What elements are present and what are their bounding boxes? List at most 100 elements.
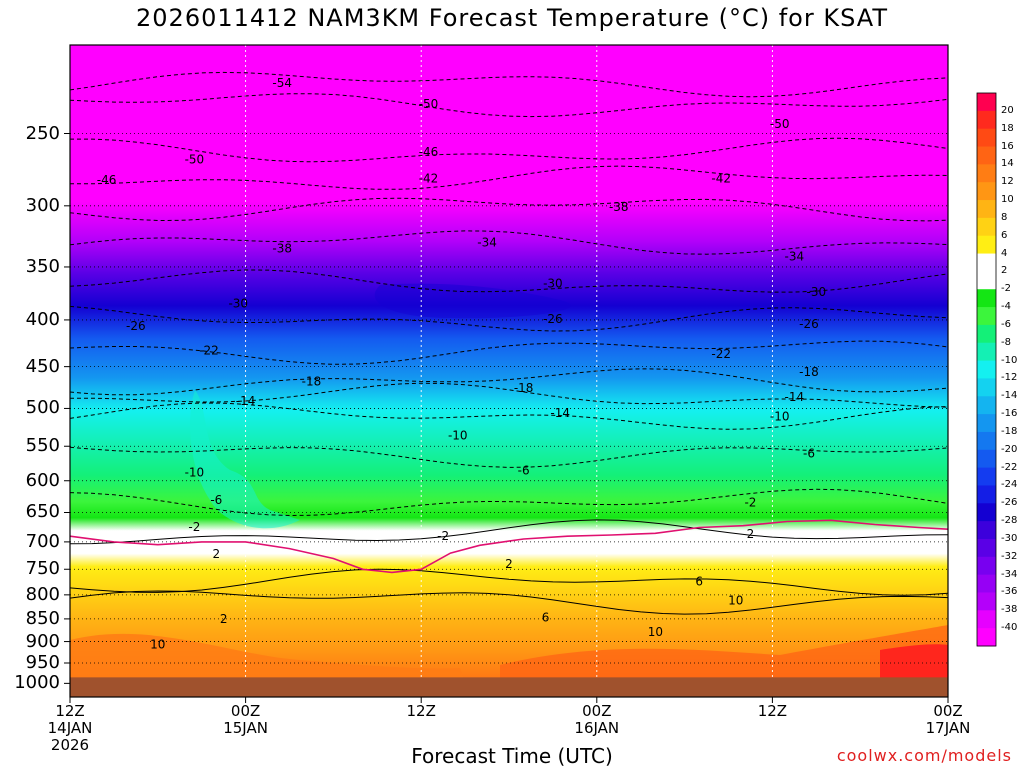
contour-label: -30 <box>543 277 563 291</box>
x-tick-label: 12Z <box>406 702 436 720</box>
colorbar-tick-label: -36 <box>1001 586 1018 598</box>
colorbar-swatch <box>977 235 996 255</box>
contour-label: -50 <box>185 153 205 167</box>
colorbar-tick-label: -24 <box>1001 479 1018 491</box>
y-tick-label: 500 <box>25 397 60 419</box>
y-tick-label: 400 <box>25 308 60 330</box>
colorbar-swatch <box>977 396 996 415</box>
colorbar-swatch <box>977 378 996 397</box>
y-tick-label: 650 <box>25 501 60 523</box>
colorbar-tick-label: -12 <box>1001 372 1018 384</box>
y-tick-label: 1000 <box>14 672 60 694</box>
contour-label: -50 <box>770 117 790 131</box>
x-tick-label: 00Z 15JAN <box>223 702 268 737</box>
contour-label: -54 <box>272 76 292 90</box>
contour-label: 2 <box>220 612 228 626</box>
y-tick-label: 850 <box>25 607 60 629</box>
colorbar-swatch <box>977 324 996 344</box>
colorbar-swatch <box>977 93 996 112</box>
contour-label: -14 <box>785 390 805 404</box>
y-tick-label: 450 <box>25 355 60 377</box>
contour-label: 10 <box>728 593 743 607</box>
colorbar-swatch <box>977 146 996 165</box>
colorbar-swatch <box>977 449 996 469</box>
plot-frame <box>69 44 949 698</box>
contour-label: -14 <box>236 394 256 408</box>
colorbar-swatch <box>977 628 996 647</box>
colorbar-swatch <box>977 110 996 130</box>
colorbar-swatch <box>977 538 996 558</box>
colorbar-swatch <box>977 289 996 308</box>
contour-labels: -54 -50 -50 -50 -46 -46 -42 -42 -38 -38 -34 -34 -30 -… <box>97 76 826 652</box>
freezing-line <box>70 519 948 574</box>
colorbar-tick-label: -40 <box>1001 622 1018 634</box>
colorbar-tick-label: -30 <box>1001 532 1018 544</box>
colorbar-tick-label: 2 <box>1001 265 1008 277</box>
contour-label: -14 <box>550 406 570 420</box>
contour-label: 2 <box>213 547 221 561</box>
isotherm-contour <box>70 402 948 430</box>
colorbar-tick-label: 4 <box>1001 247 1008 259</box>
colorbar-swatch <box>977 485 996 504</box>
y-tick-label: 550 <box>25 435 60 457</box>
contour-label: -30 <box>228 297 248 311</box>
contour-label: -34 <box>477 235 497 249</box>
contour-label: -22 <box>199 343 219 357</box>
colorbar-tick-label: -22 <box>1001 461 1018 473</box>
isotherm-contour <box>70 71 948 98</box>
colorbar-swatch <box>977 307 996 326</box>
contour-label: -26 <box>799 317 819 331</box>
y-tick-label: 700 <box>25 530 60 552</box>
colorbar-tick-label: -10 <box>1001 354 1018 366</box>
y-tick-label: 900 <box>25 630 60 652</box>
y-tick-label: 300 <box>25 194 60 216</box>
colorbar-tick-label: -26 <box>1001 497 1018 509</box>
colorbar-swatch <box>977 217 996 237</box>
colorbar-swatch <box>977 414 996 433</box>
contour-label: -10 <box>185 466 205 480</box>
contour-lines <box>70 71 948 615</box>
colorbar-tick-label: 20 <box>1001 104 1014 116</box>
x-tick-label: 00Z 17JAN <box>925 702 971 737</box>
source-credit: coolwx.com/models <box>836 746 1012 765</box>
y-tick-label: 250 <box>25 122 60 144</box>
contour-label: -46 <box>419 145 439 159</box>
colorbar-tick-label: 8 <box>1001 211 1008 223</box>
contour-label: -22 <box>711 347 731 361</box>
contour-label: 6 <box>542 610 550 624</box>
contour-label: -10 <box>448 428 468 442</box>
isotherm-contour <box>70 305 948 332</box>
contour-label: -38 <box>272 241 292 255</box>
isotherm-contour <box>70 137 948 163</box>
colorbar-swatch <box>977 342 996 362</box>
x-axis-ticks <box>69 697 949 703</box>
contour-label: 10 <box>150 638 165 652</box>
colorbar-tick-label: 16 <box>1001 140 1014 152</box>
contour-label: -6 <box>210 493 222 507</box>
colorbar-tick-label: 18 <box>1001 122 1014 134</box>
colorbar-frame <box>976 92 997 647</box>
colorbar-swatch <box>977 521 996 540</box>
isotherm-contour <box>70 340 948 365</box>
colorbar-tick-label: -18 <box>1001 425 1018 437</box>
y-tick-label: 800 <box>25 583 60 605</box>
contour-label: -2 <box>744 496 756 510</box>
y-tick-label: 350 <box>25 255 60 277</box>
contour-label: -18 <box>514 381 534 395</box>
colorbar-swatch <box>977 271 996 290</box>
chart-title: 2026011412 NAM3KM Forecast Temperature (… <box>136 4 888 32</box>
colorbar-swatch <box>977 574 996 593</box>
contour-label: -26 <box>543 312 563 326</box>
isotherm-contour <box>70 519 948 545</box>
contour-label: -26 <box>126 319 146 333</box>
contour-label: 10 <box>648 625 663 639</box>
contour-label: 2 <box>747 527 755 541</box>
colorbar-tick-label: -32 <box>1001 550 1018 562</box>
contour-label: 2 <box>505 557 513 571</box>
colorbar-tick-label: 12 <box>1001 176 1014 188</box>
colorbar-swatch <box>977 360 996 379</box>
x-tick-label: 00Z 16JAN <box>574 702 620 737</box>
contour-label: -30 <box>806 285 826 299</box>
colorbar-tick-label: 10 <box>1001 194 1014 206</box>
